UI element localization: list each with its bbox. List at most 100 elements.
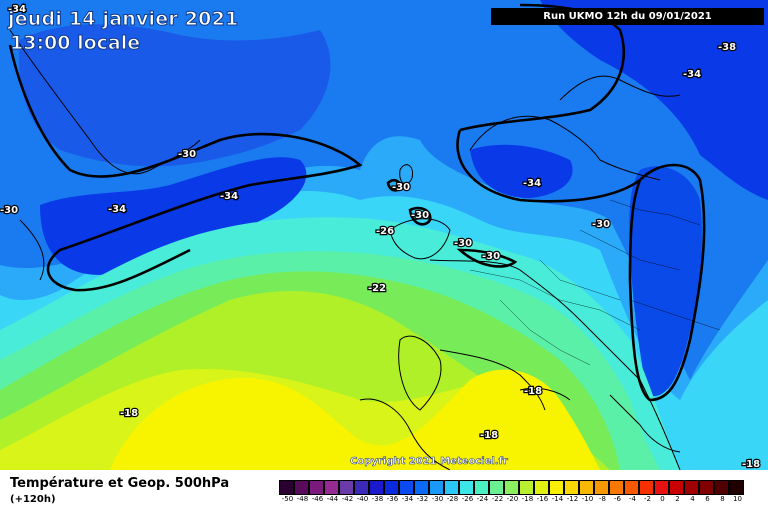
scale-label: 6 [705,495,710,503]
scale-label: 0 [660,495,665,503]
iso-label-16: -18 [120,408,138,419]
scale-label: -20 [506,495,519,503]
scale-cell: 6 [699,480,715,504]
scale-label: -46 [311,495,324,503]
iso-label-19: -18 [742,459,760,470]
scale-label: -48 [296,495,309,503]
iso-label-2: -38 [718,42,736,53]
scale-swatch [534,480,549,495]
scale-label: -42 [341,495,354,503]
scale-swatch [474,480,489,495]
scale-cell: -8 [594,480,610,504]
scale-swatch [669,480,684,495]
scale-swatch [354,480,369,495]
scale-label: -44 [326,495,339,503]
iso-label-5: -34 [220,191,238,202]
scale-cell: -28 [444,480,460,504]
scale-cell: -40 [354,480,370,504]
scale-label: -34 [401,495,414,503]
scale-cell: -42 [339,480,355,504]
forecast-local-time: 13:00 locale [9,32,141,55]
iso-label-6: -30 [0,205,18,216]
footer-bar: Température et Geop. 500hPa (+120h) -50-… [0,470,768,512]
scale-cell: -6 [609,480,625,504]
iso-label-17: -18 [524,386,542,397]
iso-label-12: -30 [592,219,610,230]
scale-cell: -2 [639,480,655,504]
iso-label-15: -22 [368,283,386,294]
scale-label: 8 [720,495,725,503]
scale-cell: -10 [579,480,595,504]
scale-swatch [384,480,399,495]
scale-cell: -34 [399,480,415,504]
scale-swatch [324,480,339,495]
scale-cell: -46 [309,480,325,504]
iso-label-3: -34 [683,69,701,80]
scale-cell: 0 [654,480,670,504]
scale-cell: -16 [534,480,550,504]
scale-cell: 8 [714,480,730,504]
scale-cell: -44 [324,480,340,504]
scale-label: -12 [566,495,579,503]
temperature-geopotential-map: -34 -38 -34 -30 -34 -30 -34 -30 -34 -30 … [0,0,768,470]
scale-swatch [504,480,519,495]
scale-cell: 10 [729,480,745,504]
scale-cell: -24 [474,480,490,504]
scale-swatch [564,480,579,495]
scale-cell: 2 [669,480,685,504]
scale-label: -26 [461,495,474,503]
weather-map[interactable]: -34 -38 -34 -30 -34 -30 -34 -30 -34 -30 … [0,0,768,470]
scale-cell: -36 [384,480,400,504]
scale-swatch [399,480,414,495]
scale-label: -18 [521,495,534,503]
scale-cell: -32 [414,480,430,504]
scale-label: -14 [551,495,564,503]
scale-swatch [699,480,714,495]
iso-label-8: -30 [392,182,410,193]
scale-label: -6 [614,495,621,503]
scale-swatch [609,480,624,495]
scale-cell: -14 [549,480,565,504]
scale-label: -8 [599,495,606,503]
scale-swatch [339,480,354,495]
scale-cell: 4 [684,480,700,504]
scale-label: -16 [536,495,549,503]
scale-swatch [519,480,534,495]
scale-label: 2 [675,495,680,503]
scale-cell: -18 [519,480,535,504]
scale-swatch [369,480,384,495]
scale-swatch [729,480,744,495]
scale-label: -2 [644,495,651,503]
copyright: Copyright 2021 Meteociel.fr [350,456,508,468]
scale-label: -24 [476,495,489,503]
scale-label: -40 [356,495,369,503]
scale-label: -22 [491,495,504,503]
scale-swatch [444,480,459,495]
scale-cell: -22 [489,480,505,504]
iso-label-13: -30 [454,238,472,249]
iso-label-14: -30 [482,251,500,262]
iso-label-7: -34 [108,204,126,215]
scale-label: 4 [690,495,695,503]
scale-label: 10 [733,495,742,503]
scale-label: -28 [446,495,459,503]
scale-label: -4 [629,495,636,503]
scale-cell: -48 [294,480,310,504]
scale-swatch [579,480,594,495]
forecast-date: jeudi 14 janvier 2021 [7,8,239,31]
run-info: Run UKMO 12h du 09/01/2021 [491,8,764,25]
field-deep-blue-balkan [629,166,702,397]
scale-swatch [654,480,669,495]
scale-swatch [684,480,699,495]
scale-swatch [429,480,444,495]
scale-swatch [639,480,654,495]
borders [469,199,721,366]
scale-swatch [459,480,474,495]
scale-swatch [624,480,639,495]
field-deep-blue-scandi [470,144,573,198]
field-deep-blue-w [19,24,331,167]
scale-cell: -50 [279,480,295,504]
iso-label-10: -30 [411,210,429,221]
product-title: Température et Geop. 500hPa [10,476,230,491]
scale-cell: -12 [564,480,580,504]
